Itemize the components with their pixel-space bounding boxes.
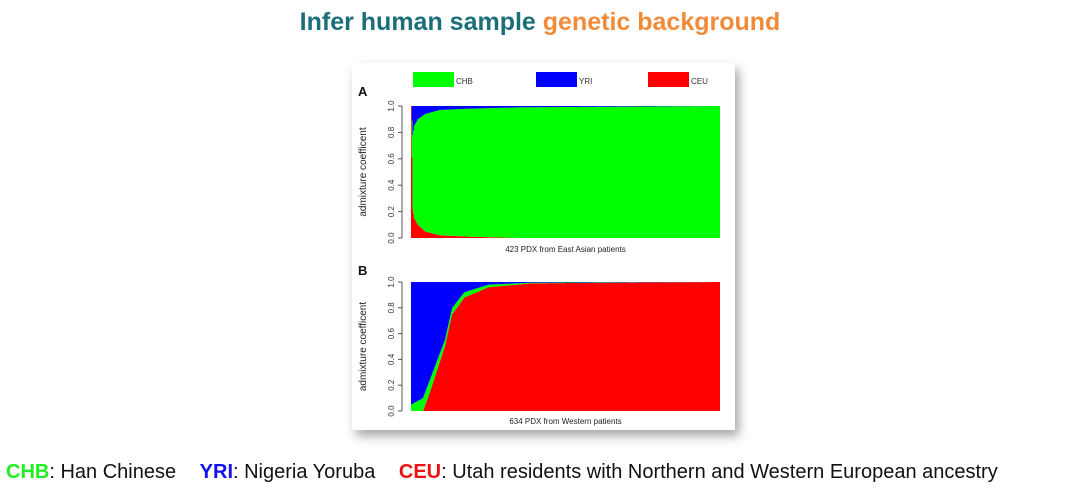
y-tick-label-b: 0.0: [387, 405, 396, 417]
legend-item-chb: CHB: Han Chinese: [6, 461, 176, 483]
legend-swatch-chb: [413, 72, 454, 87]
legend-code-ceu: CEU: [398, 461, 442, 483]
x-axis-label-a: 423 PDX from East Asian patients: [505, 245, 626, 254]
series-yri-panel-b: [411, 282, 720, 405]
panel-label-b: B: [358, 263, 367, 278]
legend-label-chb: : Han Chinese: [49, 461, 177, 483]
legend-item-yri: YRI: Nigeria Yoruba: [200, 461, 376, 483]
y-tick-label-a: 0.2: [387, 205, 396, 217]
population-legend: CHB: Han Chinese YRI: Nigeria Yoruba CEU…: [6, 461, 1016, 484]
legend-code-chb: CHB: [6, 461, 50, 483]
series-ceu-panel-b: [411, 282, 720, 411]
admixture-figure: CHB YRI CEU A 0.0 0.2 0.4 0.6 0.8 1.0 admixture co…: [352, 63, 735, 430]
y-axis-label-a: admixture coefficent: [358, 127, 369, 217]
legend-swatch-yri: [536, 72, 577, 87]
legend-item-ceu: CEU: Utah residents with Northern and We…: [399, 461, 998, 483]
y-axis-label-b: admixture coefficent: [358, 302, 369, 392]
legend-label-chb: CHB: [456, 77, 473, 86]
admixture-chart-svg: CHB YRI CEU A 0.0 0.2 0.4 0.6 0.8 1.0 admixture co…: [358, 72, 720, 426]
legend-label-ceu: : Utah residents with Northern and Weste…: [441, 461, 998, 483]
panel-label-a: A: [358, 84, 368, 99]
y-tick-label-a: 0.6: [387, 153, 396, 165]
legend-swatch-ceu: [648, 72, 689, 87]
slide-title: Infer human sample genetic background: [0, 8, 1080, 37]
legend-label-ceu: CEU: [691, 77, 708, 86]
y-tick-label-a: 0.4: [387, 179, 396, 191]
y-tick-label-a: 0.0: [387, 232, 396, 244]
series-chb-panel-a: [411, 106, 720, 238]
legend-label-yri: YRI: [579, 77, 592, 86]
y-tick-label-b: 1.0: [387, 276, 396, 288]
legend-label-yri: : Nigeria Yoruba: [233, 461, 376, 483]
y-tick-label-b: 0.8: [387, 302, 396, 314]
x-axis-label-b: 634 PDX from Western patients: [509, 417, 621, 426]
title-part-2: genetic background: [542, 8, 781, 36]
series-yri-panel-a: [411, 106, 720, 136]
y-tick-label-b: 0.4: [387, 353, 396, 365]
y-tick-label-b: 0.6: [387, 327, 396, 339]
title-part-1: Infer human sample: [299, 8, 536, 36]
legend-code-yri: YRI: [199, 461, 233, 483]
y-tick-label-a: 0.8: [387, 126, 396, 138]
y-tick-label-a: 1.0: [387, 100, 396, 112]
y-tick-label-b: 0.2: [387, 379, 396, 391]
